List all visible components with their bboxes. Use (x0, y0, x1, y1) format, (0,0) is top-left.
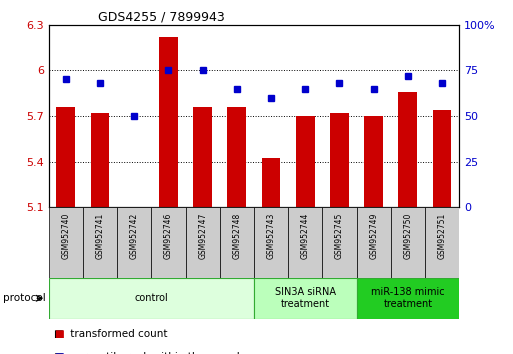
Bar (227, 107, 246, 207)
Text: protocol: protocol (3, 293, 45, 303)
Text: ■: ■ (54, 329, 64, 339)
Text: GDS4255 / 7899943: GDS4255 / 7899943 (98, 11, 225, 24)
Text: GSM952740: GSM952740 (62, 213, 70, 259)
Bar (193, 107, 212, 207)
Text: GSM952743: GSM952743 (267, 213, 275, 259)
Bar (330, 113, 349, 207)
Bar (322, 207, 357, 278)
Bar (159, 37, 178, 207)
Bar (254, 207, 288, 278)
Bar (91, 113, 109, 207)
Bar (49, 278, 254, 319)
Text: ■  percentile rank within the sample: ■ percentile rank within the sample (54, 352, 246, 354)
Text: ■: ■ (54, 352, 64, 354)
Text: GSM952744: GSM952744 (301, 213, 310, 259)
Text: GSM952751: GSM952751 (438, 213, 446, 259)
Bar (432, 110, 451, 207)
Bar (151, 207, 186, 278)
Bar (288, 207, 322, 278)
Bar (56, 107, 75, 207)
Text: GSM952748: GSM952748 (232, 213, 241, 259)
Bar (186, 207, 220, 278)
Bar (49, 207, 83, 278)
Text: GSM952750: GSM952750 (403, 213, 412, 259)
Bar (364, 116, 383, 207)
Bar (83, 207, 117, 278)
Text: GSM952747: GSM952747 (198, 213, 207, 259)
Text: GSM952742: GSM952742 (130, 213, 139, 259)
Text: SIN3A siRNA
treatment: SIN3A siRNA treatment (275, 287, 336, 309)
Text: GSM952741: GSM952741 (95, 213, 105, 259)
Bar (425, 207, 459, 278)
Bar (357, 278, 459, 319)
Bar (117, 207, 151, 278)
Bar (254, 278, 357, 319)
Text: GSM952746: GSM952746 (164, 213, 173, 259)
Bar (391, 207, 425, 278)
Text: miR-138 mimic
treatment: miR-138 mimic treatment (371, 287, 445, 309)
Text: control: control (134, 293, 168, 303)
Bar (262, 159, 281, 207)
Bar (296, 116, 314, 207)
Bar (357, 207, 391, 278)
Text: GSM952749: GSM952749 (369, 213, 378, 259)
Bar (399, 92, 417, 207)
Text: GSM952745: GSM952745 (335, 213, 344, 259)
Bar (220, 207, 254, 278)
Text: ■  transformed count: ■ transformed count (54, 329, 167, 339)
